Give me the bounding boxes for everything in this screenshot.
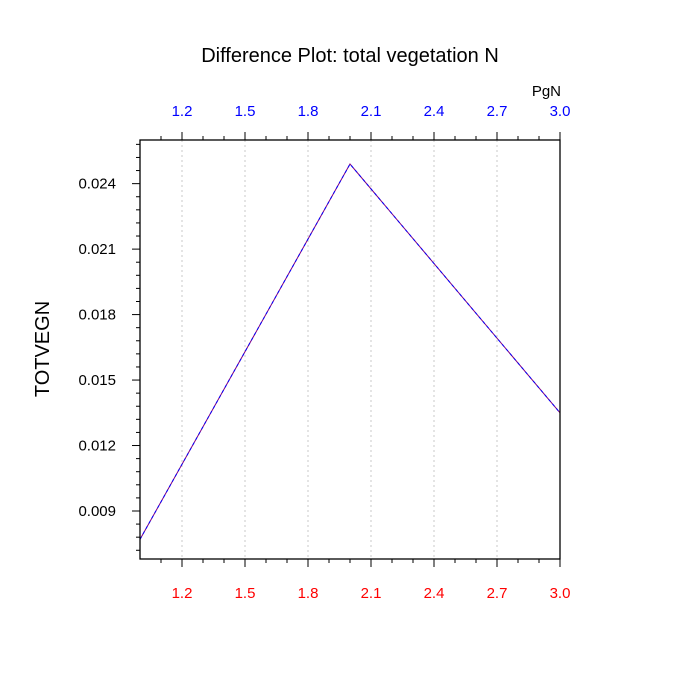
y-tick-label: 0.015 [78, 372, 116, 389]
x-tick-label: 2.7 [487, 585, 508, 602]
grid-lines [181, 140, 498, 559]
x-tick-label: 2.4 [424, 585, 445, 602]
y-tick-label: 0.009 [78, 503, 116, 520]
x-tick-label-top: 2.4 [424, 103, 445, 120]
y-tick-label: 0.021 [78, 241, 116, 258]
chart-title: Difference Plot: total vegetation N [201, 45, 499, 67]
y-tick-label: 0.024 [78, 176, 116, 193]
x-tick-label-top: 1.5 [235, 103, 256, 120]
x-tick-label-top: 2.1 [361, 103, 382, 120]
x-tick-label: 3.0 [550, 585, 571, 602]
x-tick-label: 1.2 [172, 585, 193, 602]
y-axis-label: TOTVEGN [32, 301, 54, 397]
y-tick-label: 0.012 [78, 438, 116, 455]
top-axis-units: PgN [532, 83, 561, 100]
y-tick-label: 0.018 [78, 307, 116, 324]
x-tick-label-top: 3.0 [550, 103, 571, 120]
tick-labels: 1.2 1.2 1.5 1.5 1.8 1.8 2.1 2.1 2.4 2.4 2.7 2.7 3.0 3… [78, 103, 570, 602]
x-tick-label-top: 2.7 [487, 103, 508, 120]
x-tick-label: 1.8 [298, 585, 319, 602]
plot-frame [139, 139, 561, 560]
x-tick-label: 2.1 [361, 585, 382, 602]
axis-ticks [132, 132, 561, 567]
x-tick-label-top: 1.8 [298, 103, 319, 120]
x-tick-label: 1.5 [235, 585, 256, 602]
x-tick-label-top: 1.2 [172, 103, 193, 120]
